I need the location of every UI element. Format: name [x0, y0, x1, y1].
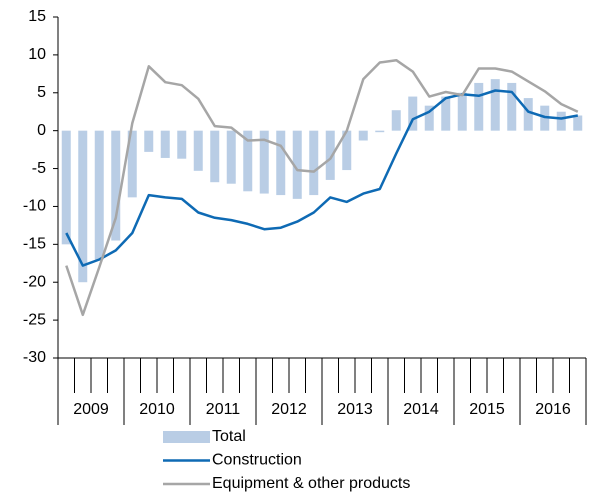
y-tick-label: 15 — [28, 8, 46, 25]
bar — [61, 130, 71, 245]
bar — [276, 130, 286, 196]
bar — [144, 130, 154, 152]
bar — [474, 82, 484, 131]
y-tick-label: 10 — [28, 46, 46, 63]
bar — [226, 130, 236, 184]
bar — [309, 130, 319, 196]
bar — [193, 130, 203, 171]
x-group-label: 2010 — [139, 401, 175, 418]
bar — [259, 130, 269, 194]
bar — [457, 92, 467, 131]
bar — [243, 130, 253, 192]
legend-label: Total — [212, 428, 246, 445]
y-tick-label: 0 — [37, 122, 46, 139]
bar — [490, 79, 500, 131]
bar — [94, 130, 104, 260]
bar — [441, 96, 451, 131]
bar — [507, 82, 517, 131]
bar — [177, 130, 187, 159]
x-group-label: 2012 — [271, 401, 307, 418]
y-tick-label: -5 — [32, 160, 46, 177]
x-group-label: 2013 — [337, 401, 373, 418]
bar — [556, 111, 566, 131]
legend-swatch — [163, 431, 210, 443]
bar — [210, 130, 220, 183]
x-group-label: 2015 — [469, 401, 505, 418]
legend-label: Equipment & other products — [212, 475, 410, 492]
bar — [160, 130, 170, 158]
y-tick-label: 5 — [37, 84, 46, 101]
y-tick-label: -10 — [23, 198, 46, 215]
bar — [325, 130, 335, 180]
x-group-label: 2011 — [206, 401, 241, 418]
bar — [424, 105, 434, 131]
bar — [78, 130, 88, 283]
bar — [523, 98, 533, 131]
bar — [358, 130, 368, 141]
bar — [408, 96, 418, 131]
bar — [292, 130, 302, 199]
y-tick-label: -25 — [23, 311, 46, 328]
y-tick-label: -20 — [23, 273, 46, 290]
bar — [127, 130, 137, 198]
y-tick-label: -30 — [23, 349, 46, 366]
y-tick-label: -15 — [23, 236, 46, 253]
bar — [573, 115, 583, 131]
x-group-label: 2009 — [73, 401, 109, 418]
bar — [342, 130, 352, 171]
line — [65, 58, 579, 317]
x-group-label: 2014 — [403, 401, 439, 418]
legend-label: Construction — [212, 452, 302, 469]
x-group-label: 2016 — [535, 401, 571, 418]
bar — [375, 130, 385, 133]
bar — [391, 110, 401, 131]
line — [65, 89, 579, 267]
bar — [111, 130, 121, 241]
